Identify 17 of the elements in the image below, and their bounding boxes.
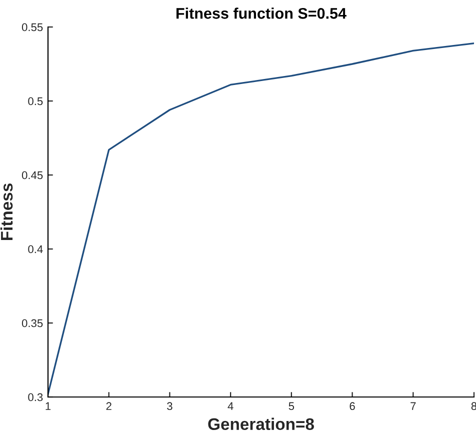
line-series (48, 42, 474, 395)
x-tick-label: 7 (410, 402, 416, 410)
y-tick-label: 0.3 (28, 393, 43, 402)
y-tick-label: 0.4 (28, 245, 43, 254)
x-tick-label: 2 (106, 402, 112, 410)
x-tick-label: 1 (46, 402, 51, 410)
y-axis-title: Fitness (0, 184, 13, 240)
y-tick-label: 0.55 (22, 23, 43, 32)
x-tick-label: 5 (288, 402, 294, 410)
x-tick-label: 3 (167, 402, 172, 410)
x-axis-title: Generation=8 (208, 418, 314, 430)
y-tick-label: 0.45 (22, 171, 43, 180)
y-tick-label: 0.5 (28, 97, 43, 106)
chart-title: Fitness function S=0.54 (176, 8, 346, 19)
x-tick-label: 6 (350, 402, 355, 410)
y-tick-label: 0.35 (22, 319, 43, 328)
x-tick-label: 4 (228, 402, 234, 410)
